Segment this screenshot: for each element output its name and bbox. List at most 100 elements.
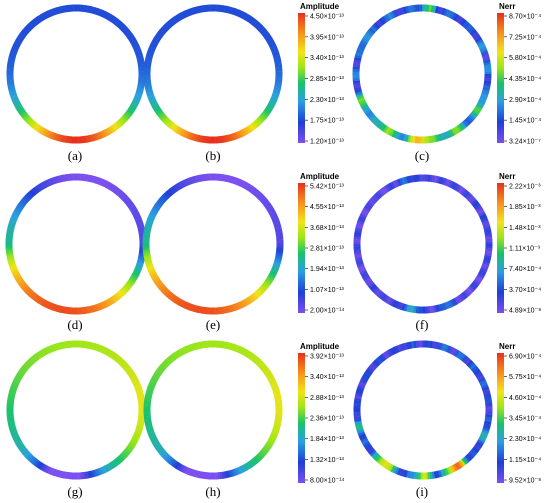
ring-segment — [356, 427, 364, 432]
ring-segment — [91, 342, 96, 350]
ring-segment — [250, 294, 257, 302]
ring-segment — [126, 369, 134, 376]
ring-segment — [267, 103, 275, 109]
ring-segment — [123, 284, 131, 292]
ring-segment — [356, 95, 365, 101]
ring-segment — [25, 287, 32, 295]
ring-segment — [357, 45, 365, 51]
ring-segment — [271, 265, 280, 271]
ring-segment — [191, 304, 196, 312]
ring-segment — [146, 429, 155, 434]
panel-label-a: (a) — [68, 148, 82, 163]
ring-segment — [54, 304, 59, 312]
colorbar-tick-label: 1.32×10⁻¹³ — [310, 457, 345, 464]
ring-segment — [234, 467, 240, 476]
ring-segment — [45, 466, 51, 474]
ring-segment — [483, 224, 491, 230]
ring-segment — [483, 259, 491, 264]
ring-segment — [27, 454, 35, 462]
ring-segment — [459, 459, 466, 467]
ring-segment — [390, 181, 396, 189]
ring-segment — [440, 177, 445, 185]
colorbar-tick-label: 3.45×10⁻⁴ — [509, 416, 541, 423]
ring-segment — [158, 29, 166, 36]
ring-segment — [58, 175, 63, 183]
ring-segment — [365, 368, 373, 376]
ring-segment — [54, 176, 59, 184]
ring-segment — [10, 215, 19, 221]
ring-segment — [134, 217, 143, 223]
ring-segment — [136, 57, 145, 62]
ring-segment — [365, 444, 373, 451]
ring-segment — [474, 443, 482, 450]
ring-segment — [131, 437, 139, 443]
ring-segment — [30, 188, 38, 196]
ring-segment — [144, 86, 153, 91]
ring-segment — [193, 134, 198, 142]
ring-segment — [451, 128, 457, 136]
ring-segment — [473, 278, 481, 286]
ring-segment — [18, 32, 26, 40]
ring-segment — [447, 10, 453, 18]
ring-segment — [105, 348, 111, 356]
ring-segment — [481, 52, 489, 57]
ring-segment — [110, 16, 118, 24]
ring-segment — [479, 269, 487, 275]
ring-segment — [137, 224, 145, 229]
ring-segment — [33, 459, 40, 467]
ring-segment — [196, 341, 201, 350]
ring-segment — [158, 112, 166, 119]
ring-segment — [134, 429, 143, 434]
ring-segment — [273, 425, 281, 430]
ring-segment — [354, 422, 363, 427]
ring-segment — [178, 128, 184, 136]
ring-segment — [475, 275, 484, 281]
ring-segment — [116, 20, 123, 28]
ring-segment — [266, 275, 275, 282]
ring-segment — [366, 367, 374, 374]
ring-segment — [109, 184, 116, 192]
ring-segment — [47, 345, 53, 353]
ring-segment — [49, 131, 55, 140]
ring-segment — [363, 276, 372, 283]
ring-segment — [171, 460, 179, 468]
ring-segment — [227, 134, 233, 142]
ring-segment — [355, 50, 364, 55]
ring-segment — [47, 9, 53, 17]
ring-segment — [18, 281, 26, 288]
ring-segment — [482, 89, 490, 94]
ring-segment — [158, 448, 166, 455]
ring-segment — [271, 215, 279, 221]
ring-segment — [136, 393, 145, 398]
ring-segment — [193, 304, 198, 313]
ring-segment — [155, 281, 163, 288]
ring-segment — [356, 220, 365, 225]
ring-segment — [272, 52, 280, 57]
ring-segment — [354, 256, 363, 261]
ring-segment — [31, 355, 38, 363]
ring-c — [352, 4, 492, 144]
ring-segment — [392, 346, 398, 354]
colorbar-1: Amplitude 4.50×10⁻¹³ 3.95×10⁻¹³ 3.40×10⁻¹³… — [298, 2, 345, 146]
ring-segment — [268, 377, 276, 383]
ring-segment — [353, 86, 362, 91]
colorbar-tick-label: 1.85×10⁻³ — [509, 204, 541, 211]
ring-segment — [255, 191, 263, 199]
ring-segment — [364, 370, 372, 377]
panel-i: (i) — [353, 340, 493, 499]
ring-segment — [18, 444, 26, 451]
ring-segment — [376, 356, 383, 364]
ring-segment — [145, 88, 153, 94]
ring-segment — [22, 114, 30, 121]
colorbar-tick-label: 2.30×10⁻⁴ — [509, 436, 541, 443]
ring-segment — [179, 299, 186, 308]
ring-segment — [171, 185, 178, 193]
ring-segment — [259, 114, 267, 121]
ring-segment — [101, 346, 107, 354]
ring-segment — [132, 379, 140, 385]
ring-segment — [33, 353, 40, 361]
ring-segment — [129, 275, 138, 282]
ring-segment — [147, 47, 156, 53]
ring-segment — [230, 343, 235, 351]
colorbar-title: Amplitude — [300, 342, 340, 351]
